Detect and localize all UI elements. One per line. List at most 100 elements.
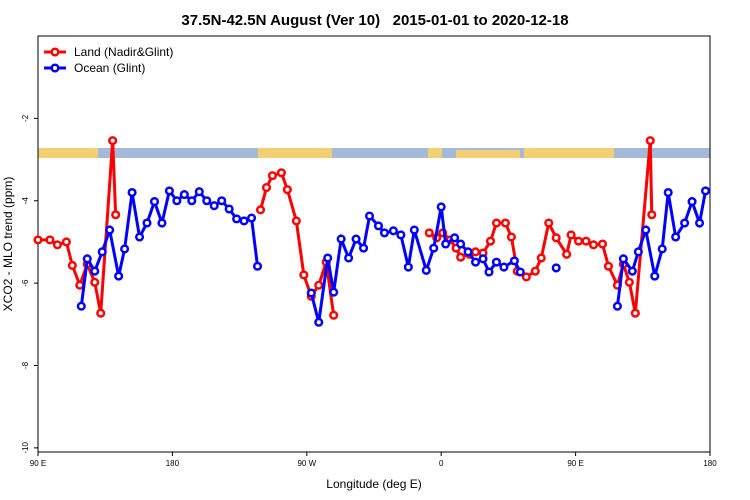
data-point bbox=[329, 287, 339, 297]
y-tick-label: -10 bbox=[21, 442, 30, 454]
data-point bbox=[329, 310, 339, 320]
y-tick-label: -6 bbox=[21, 279, 30, 287]
data-point bbox=[485, 236, 496, 246]
data-point bbox=[396, 230, 406, 240]
data-point bbox=[544, 218, 554, 228]
data-point bbox=[424, 228, 434, 238]
land-strip bbox=[428, 148, 442, 158]
land-strip bbox=[456, 150, 520, 158]
legend-label: Ocean (Glint) bbox=[74, 61, 145, 75]
data-point bbox=[429, 243, 439, 253]
data-point bbox=[491, 218, 502, 228]
data-point bbox=[97, 247, 107, 257]
land-strip bbox=[524, 148, 614, 158]
ocean-strip bbox=[38, 148, 710, 158]
data-point bbox=[456, 252, 466, 262]
data-point bbox=[67, 260, 77, 270]
data-point bbox=[388, 226, 398, 236]
data-point bbox=[521, 272, 531, 282]
data-point bbox=[351, 234, 361, 244]
data-point bbox=[358, 243, 369, 253]
legend: Land (Nadir&Glint) Ocean (Glint) bbox=[44, 45, 173, 75]
data-point bbox=[463, 247, 473, 257]
data-point bbox=[276, 168, 286, 178]
data-point bbox=[261, 183, 272, 193]
data-point bbox=[491, 257, 502, 267]
data-point bbox=[687, 197, 697, 207]
data-point bbox=[624, 277, 634, 287]
data-point bbox=[456, 239, 466, 249]
data-point bbox=[581, 236, 591, 246]
data-point bbox=[52, 240, 62, 250]
data-point bbox=[105, 225, 115, 235]
data-point bbox=[618, 254, 628, 264]
data-point bbox=[515, 267, 525, 277]
data-point bbox=[506, 232, 516, 242]
x-tick-label: 180 bbox=[166, 459, 180, 468]
data-point bbox=[202, 196, 212, 206]
data-point bbox=[566, 230, 576, 240]
data-point bbox=[149, 197, 160, 207]
x-tick-label: 90 E bbox=[567, 459, 583, 468]
data-point bbox=[90, 277, 100, 287]
data-point bbox=[536, 253, 546, 263]
data-point bbox=[551, 263, 561, 273]
data-point bbox=[33, 235, 43, 245]
data-point bbox=[314, 317, 324, 327]
data-point bbox=[194, 187, 204, 197]
data-point bbox=[421, 265, 431, 275]
data-point bbox=[323, 253, 333, 263]
data-point bbox=[680, 218, 690, 228]
data-point bbox=[142, 218, 152, 228]
y-tick-label: -2 bbox=[21, 114, 30, 122]
legend-marker bbox=[50, 63, 60, 73]
data-point bbox=[700, 186, 711, 196]
data-point bbox=[282, 185, 292, 195]
data-point bbox=[108, 136, 118, 146]
data-point bbox=[127, 187, 137, 198]
data-point bbox=[82, 254, 92, 264]
data-point bbox=[267, 171, 278, 181]
data-point bbox=[172, 196, 182, 206]
data-point bbox=[450, 233, 460, 243]
data-point bbox=[403, 262, 413, 272]
land-strip bbox=[258, 148, 332, 158]
data-point bbox=[627, 266, 637, 276]
data-point bbox=[90, 266, 100, 276]
data-point bbox=[246, 213, 257, 223]
data-point bbox=[299, 270, 309, 280]
data-point bbox=[641, 225, 651, 235]
data-point bbox=[379, 228, 390, 238]
y-axis-label: XCO2 - MLO trend (ppm) bbox=[1, 177, 15, 312]
data-point bbox=[291, 216, 301, 226]
data-point bbox=[470, 247, 481, 257]
x-axis-label: Longitude (deg E) bbox=[326, 477, 421, 491]
data-point bbox=[499, 262, 509, 272]
data-point bbox=[187, 196, 197, 206]
data-point bbox=[314, 280, 324, 290]
data-point bbox=[120, 244, 130, 254]
data-point bbox=[645, 136, 655, 146]
data-point bbox=[114, 271, 124, 281]
data-point bbox=[232, 214, 242, 224]
data-point bbox=[373, 221, 384, 231]
data-point bbox=[217, 196, 227, 206]
data-point bbox=[111, 210, 121, 220]
data-point bbox=[694, 218, 705, 228]
data-point bbox=[663, 187, 673, 198]
legend-label: Land (Nadir&Glint) bbox=[74, 45, 173, 59]
data-point bbox=[164, 186, 174, 196]
x-tick-label: 90 E bbox=[30, 459, 46, 468]
data-point bbox=[562, 249, 572, 259]
data-point bbox=[306, 288, 316, 298]
data-point bbox=[96, 308, 106, 318]
data-point bbox=[157, 218, 167, 228]
y-tick-label: -8 bbox=[21, 361, 30, 369]
data-point bbox=[75, 280, 85, 290]
data-point bbox=[574, 236, 584, 246]
data-point bbox=[603, 261, 614, 271]
plot-frame bbox=[37, 35, 711, 453]
data-point bbox=[588, 240, 599, 250]
